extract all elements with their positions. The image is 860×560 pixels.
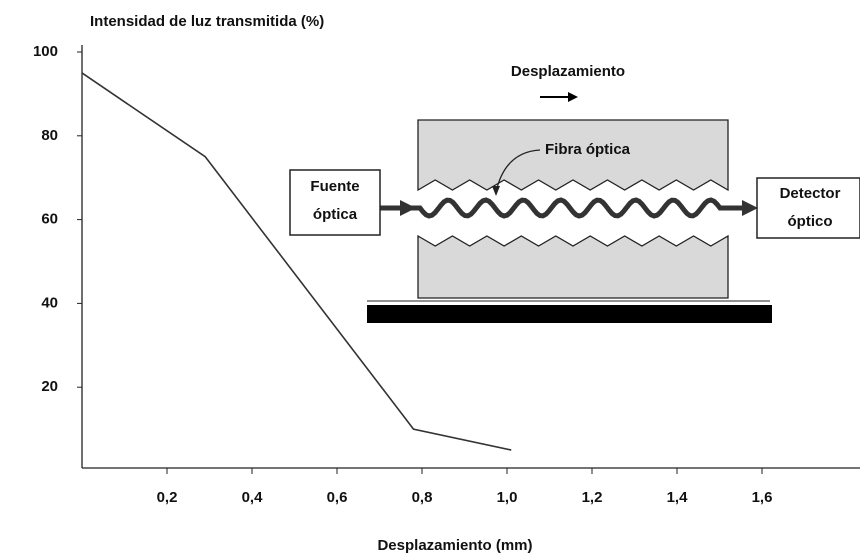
- y-tick-label: 80: [41, 127, 58, 144]
- lower-block: [417, 234, 729, 299]
- detector-label: Detector: [780, 185, 841, 202]
- fiber-pointer-head: [492, 186, 500, 196]
- x-tick-label: 1,4: [667, 489, 689, 506]
- x-tick-label: 0,8: [412, 489, 433, 506]
- fiber-pointer: [495, 149, 541, 193]
- y-tick-label: 60: [41, 211, 58, 228]
- x-axis-label: Desplazamiento (mm): [377, 537, 532, 554]
- x-tick-label: 0,6: [327, 489, 348, 506]
- x-tick-label: 0,2: [157, 489, 178, 506]
- detector-label: óptico: [788, 213, 833, 230]
- source-box: [289, 169, 381, 236]
- y-tick-label: 20: [41, 378, 58, 395]
- x-tick-label: 0,4: [242, 489, 264, 506]
- source-label: óptica: [313, 206, 358, 223]
- base-bar: [367, 305, 772, 323]
- fiber-label: Fibra óptica: [545, 141, 631, 158]
- upper-block: [417, 119, 729, 192]
- data-line: [81, 72, 512, 451]
- chart-title: Intensidad de luz transmitida (%): [90, 13, 324, 30]
- x-tick-label: 1,2: [582, 489, 603, 506]
- source-label: Fuente: [310, 178, 359, 195]
- detector-box: [756, 177, 860, 239]
- fiber-arrow-out: [742, 200, 758, 216]
- displacement-label: Desplazamiento: [511, 63, 625, 80]
- y-tick-label: 40: [41, 294, 58, 311]
- fiber: [380, 197, 748, 219]
- x-tick-label: 1,0: [497, 489, 518, 506]
- y-tick-label: 100: [33, 43, 58, 60]
- displacement-arrowhead: [568, 92, 578, 102]
- fiber-arrow-in: [400, 200, 416, 216]
- x-tick-label: 1,6: [752, 489, 773, 506]
